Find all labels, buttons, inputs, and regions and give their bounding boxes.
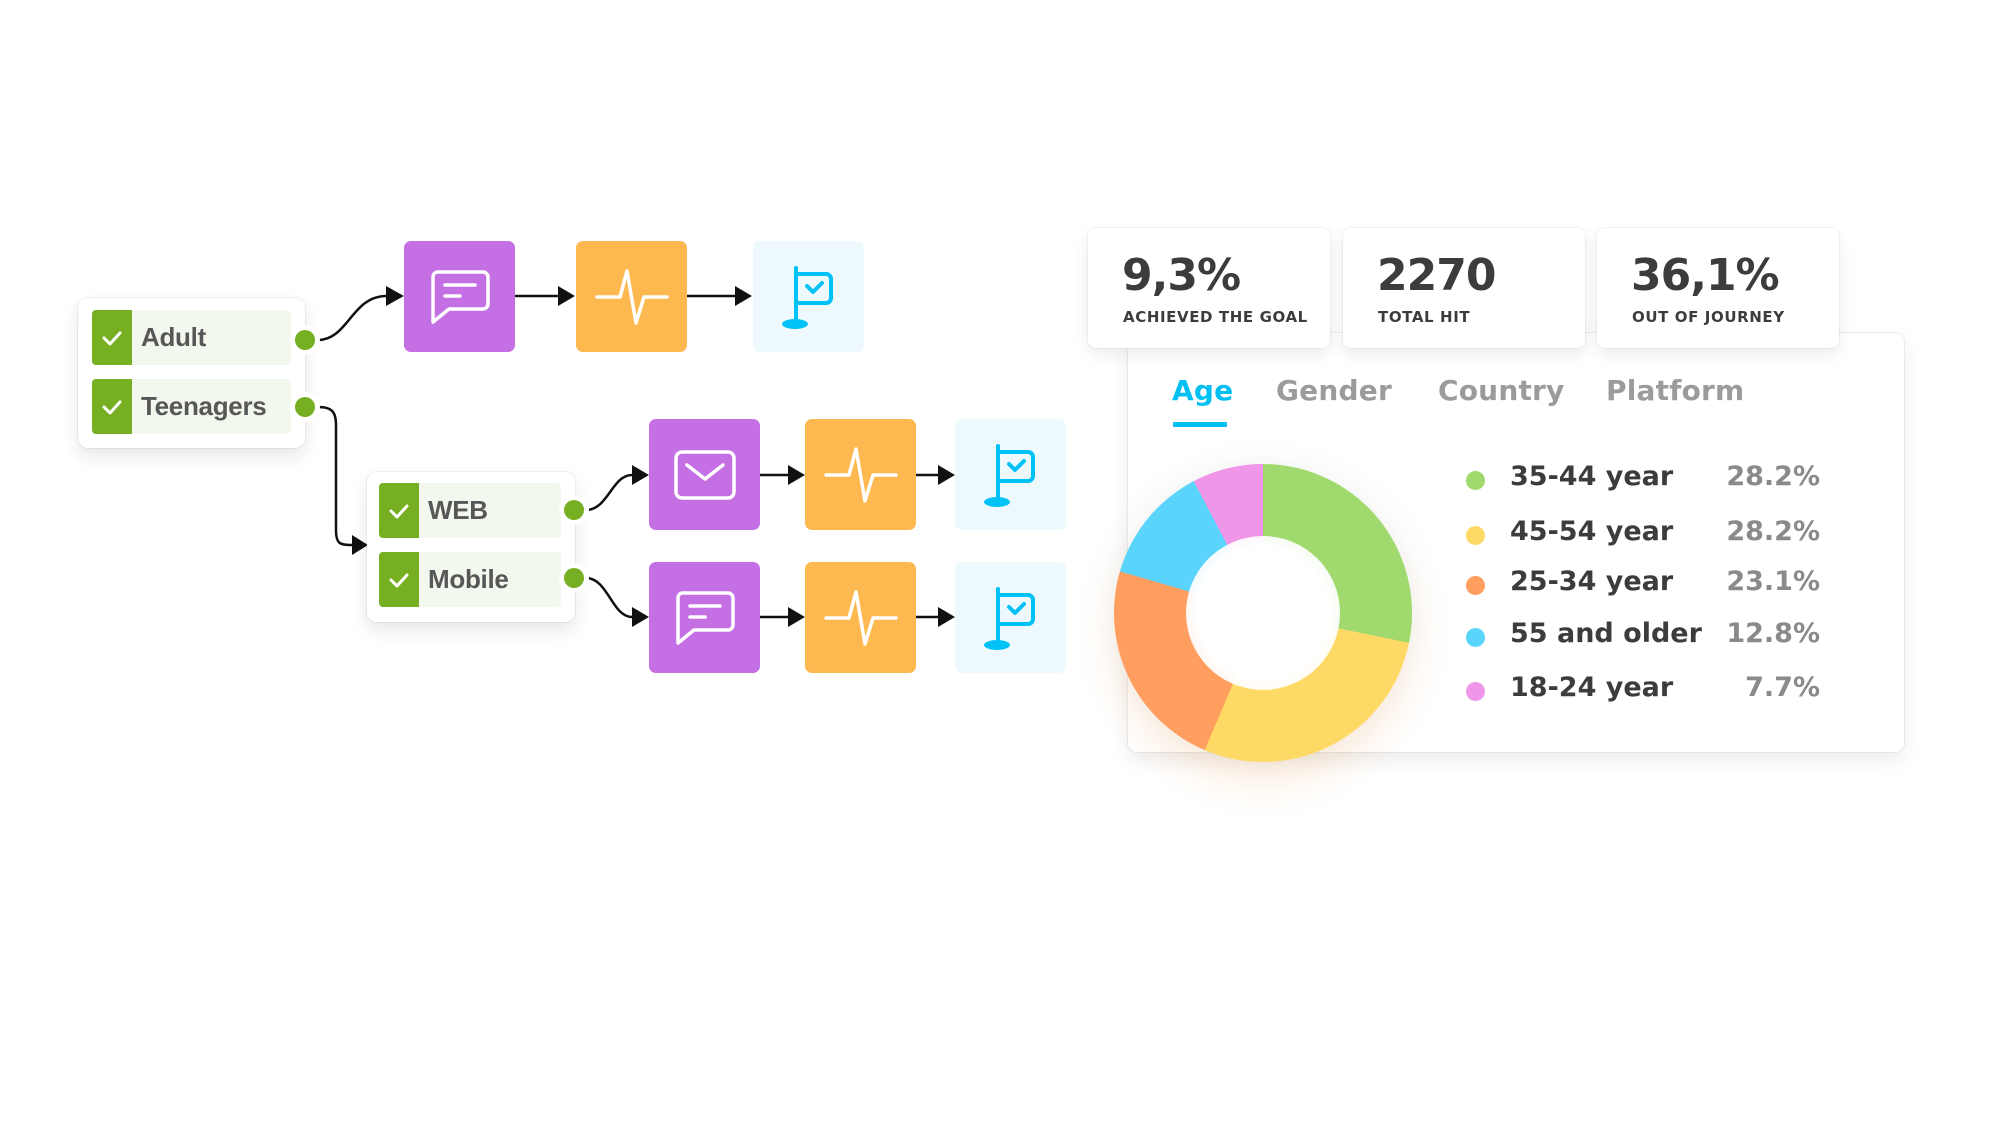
legend-color-dot	[1466, 471, 1485, 490]
stat-card-out-of-journey: 36,1% OUT OF JOURNEY	[1597, 228, 1839, 348]
segment-label: Adult	[141, 322, 206, 352]
pulse-icon	[823, 589, 898, 646]
legend-color-dot	[1466, 628, 1485, 647]
segment-adult[interactable]: Adult	[92, 310, 291, 365]
legend-item[interactable]: 25-34 year 23.1%	[1465, 566, 1820, 603]
segment-label: WEB	[428, 495, 488, 525]
arrow-head	[632, 607, 649, 627]
message-icon	[675, 590, 735, 645]
segment-label: Mobile	[428, 564, 509, 594]
goal-node[interactable]	[955, 562, 1066, 673]
stat-value: 36,1%	[1631, 250, 1780, 301]
email-node[interactable]	[649, 419, 760, 530]
tab-country[interactable]: Country	[1438, 374, 1565, 407]
tab-age[interactable]: Age	[1172, 374, 1234, 407]
stat-card-achieved-goal: 9,3% ACHIEVED THE GOAL	[1088, 228, 1330, 348]
check-icon	[102, 331, 122, 345]
pulse-icon	[594, 268, 669, 325]
connector-mobile-to-message	[585, 576, 633, 619]
legend-color-dot	[1466, 526, 1485, 545]
active-tab-indicator	[1173, 422, 1227, 427]
checkbox-mobile[interactable]	[379, 552, 419, 607]
arrow-head	[938, 607, 955, 627]
goal-flag-icon	[983, 443, 1035, 507]
legend-label: 35-44 year	[1510, 461, 1674, 492]
legend-label: 25-34 year	[1510, 566, 1674, 597]
channel-segment-group: WEB Mobile	[367, 472, 584, 622]
checkbox-adult[interactable]	[92, 310, 132, 365]
stat-label: ACHIEVED THE GOAL	[1123, 308, 1308, 326]
legend-label: 55 and older	[1510, 618, 1702, 649]
arrow-head	[788, 465, 805, 485]
segment-label: Teenagers	[141, 391, 267, 421]
tab-platform[interactable]: Platform	[1606, 374, 1745, 407]
check-icon	[389, 504, 409, 518]
legend-item[interactable]: 55 and older 12.8%	[1465, 618, 1820, 655]
arrow-head	[386, 286, 404, 306]
legend-value: 23.1%	[1726, 566, 1820, 597]
arrow-head	[735, 286, 752, 306]
age-donut-chart[interactable]	[1114, 464, 1412, 762]
segment-teenagers[interactable]: Teenagers	[92, 379, 291, 434]
goal-flag-icon	[983, 586, 1035, 650]
arrow-head	[632, 465, 649, 485]
output-port-adult[interactable]	[295, 330, 315, 350]
message-icon	[430, 269, 490, 324]
legend-label: 18-24 year	[1510, 672, 1674, 703]
arrow-head	[558, 286, 575, 306]
goal-flag-icon	[781, 265, 833, 329]
connector-web-to-email	[585, 473, 633, 512]
goal-node[interactable]	[955, 419, 1066, 530]
arrow-head	[352, 535, 368, 555]
message-node[interactable]	[404, 241, 515, 352]
legend-label: 45-54 year	[1510, 516, 1674, 547]
legend-item[interactable]: 35-44 year 28.2%	[1465, 461, 1820, 498]
connector-teenagers-to-channels	[317, 405, 353, 547]
goal-node[interactable]	[753, 241, 864, 352]
output-port-web[interactable]	[564, 500, 584, 520]
legend-color-dot	[1466, 682, 1485, 701]
donut-ring	[1114, 464, 1412, 762]
donut-hole	[1186, 536, 1340, 690]
arrow-head	[788, 607, 805, 627]
output-port-teenagers[interactable]	[295, 397, 315, 417]
arrow-head	[938, 465, 955, 485]
segment-mobile[interactable]: Mobile	[379, 552, 561, 607]
connector-adult-to-message	[317, 294, 387, 342]
check-icon	[102, 400, 122, 414]
stat-label: OUT OF JOURNEY	[1632, 308, 1785, 326]
legend-value: 12.8%	[1726, 618, 1820, 649]
pulse-icon	[823, 446, 898, 503]
output-port-mobile[interactable]	[564, 568, 584, 588]
legend-item[interactable]: 45-54 year 28.2%	[1465, 516, 1820, 553]
pulse-node[interactable]	[576, 241, 687, 352]
stat-value: 2270	[1377, 250, 1496, 301]
stat-card-total-hit: 2270 TOTAL HIT	[1343, 228, 1585, 348]
check-icon	[389, 573, 409, 587]
audience-segment-group: Adult Teenagers	[78, 298, 315, 448]
stat-label: TOTAL HIT	[1378, 308, 1471, 326]
tab-gender[interactable]: Gender	[1276, 374, 1392, 407]
legend-value: 28.2%	[1726, 461, 1820, 492]
legend-color-dot	[1466, 576, 1485, 595]
legend-value: 7.7%	[1745, 672, 1820, 703]
legend-item[interactable]: 18-24 year 7.7%	[1465, 672, 1820, 709]
pulse-node[interactable]	[805, 419, 916, 530]
checkbox-teenagers[interactable]	[92, 379, 132, 434]
pulse-node[interactable]	[805, 562, 916, 673]
stat-value: 9,3%	[1122, 250, 1241, 301]
message-node[interactable]	[649, 562, 760, 673]
email-icon	[673, 449, 736, 500]
legend-value: 28.2%	[1726, 516, 1820, 547]
checkbox-web[interactable]	[379, 483, 419, 538]
segment-web[interactable]: WEB	[379, 483, 561, 538]
